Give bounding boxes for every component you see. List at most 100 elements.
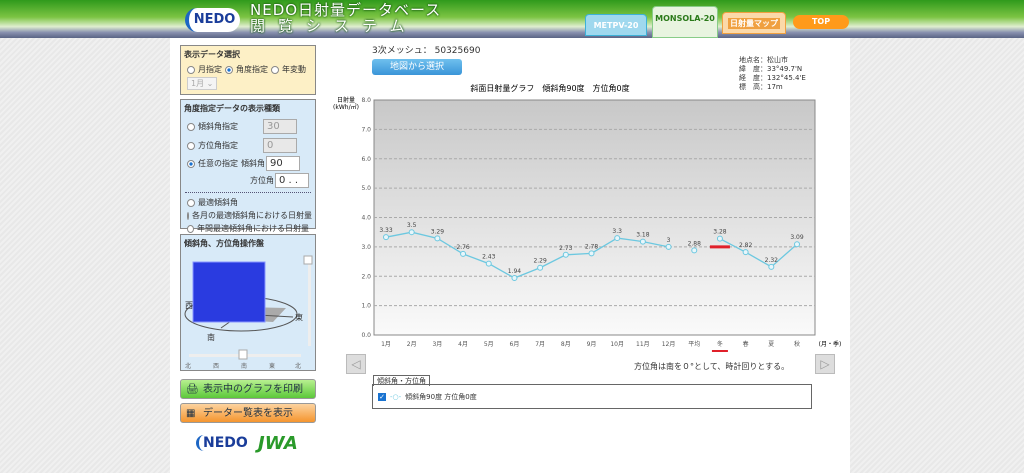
x-tick-label: 11月	[636, 341, 650, 348]
x-tick-label: 3月	[432, 341, 442, 348]
custom-tilt-input[interactable]: 90	[266, 156, 300, 171]
radio-custom[interactable]	[187, 159, 195, 168]
main-content: 表示データ選択 月指定 角度指定 年変動 1月 ⌄ 角度指定データの表示種類 傾…	[170, 38, 850, 473]
data-label: 3.33	[379, 227, 393, 234]
y-tick-label: 1.0	[361, 303, 371, 310]
mesh-code: 3次メッシュ： 50325690	[372, 46, 481, 56]
tilt-slider[interactable]	[308, 258, 311, 346]
printer-icon: 🖨	[186, 384, 199, 395]
radio-annual-optimal[interactable]	[187, 224, 194, 233]
x-tick-label: 8月	[561, 341, 571, 348]
panel-3d-view[interactable]: 西 南 東 北 西 南 東 北	[181, 252, 315, 370]
next-button[interactable]: ▷	[815, 354, 835, 374]
data-point	[794, 241, 800, 248]
y-tick-label: 3.0	[361, 244, 371, 251]
data-point	[485, 260, 492, 267]
data-point	[768, 263, 775, 270]
data-point	[537, 264, 544, 271]
legend-box: ✓ -○- 傾斜角90度 方位角0度	[372, 384, 812, 409]
azimuth-slider-handle[interactable]	[238, 349, 248, 360]
x-tick-label: 10月	[610, 341, 624, 348]
x-tick-label: 5月	[484, 341, 494, 348]
x-tick-label: 2月	[407, 341, 417, 348]
x-tick-label: 春	[743, 340, 749, 348]
panel-title: 表示データ選択	[184, 50, 240, 59]
radio-month[interactable]	[187, 65, 195, 74]
tab-metpv[interactable]: METPV-20	[585, 14, 647, 36]
data-point	[716, 235, 723, 242]
svg-text:北: 北	[295, 362, 301, 370]
radio-monthly-optimal[interactable]	[187, 211, 189, 220]
data-label: 1.94	[508, 268, 522, 275]
data-label: 2.82	[739, 242, 753, 249]
data-label: 3.18	[636, 232, 650, 239]
table-icon: ▦	[186, 408, 196, 419]
display-data-select-panel: 表示データ選択 月指定 角度指定 年変動 1月 ⌄	[180, 45, 316, 95]
data-label: 2.32	[765, 257, 779, 264]
jwa-footer-logo: JWA	[258, 433, 298, 454]
tab-solar-map[interactable]: 日射量マップ	[722, 12, 786, 34]
prev-button[interactable]: ◁	[346, 354, 366, 374]
map-select-button[interactable]: 地図から選択	[372, 59, 462, 75]
data-label: 3.29	[431, 228, 445, 235]
data-label: 3.3	[612, 228, 622, 235]
x-tick-label: 9月	[587, 341, 597, 348]
data-point	[408, 229, 415, 236]
y-tick-label: 4.0	[361, 215, 371, 222]
series-line	[385, 231, 669, 279]
data-point	[434, 235, 441, 242]
tilt-slider-handle[interactable]	[303, 255, 313, 265]
y-tick-label: 0.0	[361, 332, 371, 339]
data-point	[639, 238, 646, 245]
x-tick-label: 1月	[381, 341, 391, 348]
legend-checkbox[interactable]: ✓	[378, 392, 386, 401]
y-tick-label: 6.0	[361, 156, 371, 163]
data-label: 2.76	[456, 244, 470, 251]
svg-text:西: 西	[213, 363, 219, 370]
data-label: 3.28	[713, 229, 727, 236]
legend-tab: 傾斜角・方位角	[373, 375, 430, 386]
radio-yearly[interactable]	[271, 65, 279, 74]
data-point	[742, 249, 749, 256]
series-line	[719, 238, 798, 268]
azimuth-note: 方位角は南を０°として、時計回りとする。	[634, 362, 790, 371]
data-label: 2.88	[688, 240, 702, 247]
svg-text:東: 東	[295, 312, 303, 322]
azimuth-input[interactable]: 0	[263, 138, 297, 153]
custom-azimuth-input[interactable]: 0 . .	[275, 173, 309, 188]
header-banner: NEDO NEDO日射量データベース 閲覧システム METPV-20 MONSOL…	[0, 0, 1024, 38]
data-label: 2.73	[559, 245, 573, 252]
x-tick-label: 平均	[688, 340, 700, 348]
y-tick-label: 2.0	[361, 273, 371, 280]
radio-tilt[interactable]	[187, 122, 195, 131]
tilt-input[interactable]: 30	[263, 119, 297, 134]
radio-optimal-tilt[interactable]	[187, 198, 195, 207]
data-point	[665, 243, 672, 250]
x-tick-label: 夏	[768, 341, 774, 348]
legend-item-label: 傾斜角90度 方位角0度	[405, 392, 477, 401]
tab-monsola[interactable]: MONSOLA-20	[652, 6, 718, 38]
data-label: 2.29	[533, 258, 547, 265]
x-axis-label: (月・季)	[819, 340, 842, 348]
data-label: 3.5	[407, 222, 417, 229]
x-tick-label: 7月	[535, 341, 545, 348]
data-label: 2.43	[482, 254, 496, 261]
radio-azimuth[interactable]	[187, 141, 195, 150]
y-tick-label: 8.0	[361, 97, 371, 104]
location-info: 地点名：松山市緯 度：33°49.7'N 経 度：132°45.4'E 標 高：17…	[739, 56, 806, 91]
month-select[interactable]: 1月 ⌄	[187, 77, 218, 90]
angle-data-panel: 角度指定データの表示種類 傾斜角指定 30 方位角指定 0 任意の指定 傾斜角 90 方…	[180, 99, 316, 233]
radio-angle[interactable]	[225, 65, 233, 74]
nedo-logo: NEDO	[185, 8, 240, 32]
x-tick-label: 4月	[458, 341, 468, 348]
svg-text:西: 西	[185, 301, 193, 310]
y-tick-label: 7.0	[361, 126, 371, 133]
y-tick-label: 5.0	[361, 185, 371, 192]
tab-top[interactable]: TOP	[793, 15, 849, 29]
nedo-footer-logo: NEDO	[196, 435, 248, 451]
data-point	[588, 250, 595, 257]
print-graph-button[interactable]: 🖨 表示中のグラフを印刷	[180, 379, 316, 399]
show-data-table-button[interactable]: ▦ データー覧表を表示	[180, 403, 316, 423]
svg-text:南: 南	[241, 362, 247, 370]
data-point	[511, 275, 518, 282]
